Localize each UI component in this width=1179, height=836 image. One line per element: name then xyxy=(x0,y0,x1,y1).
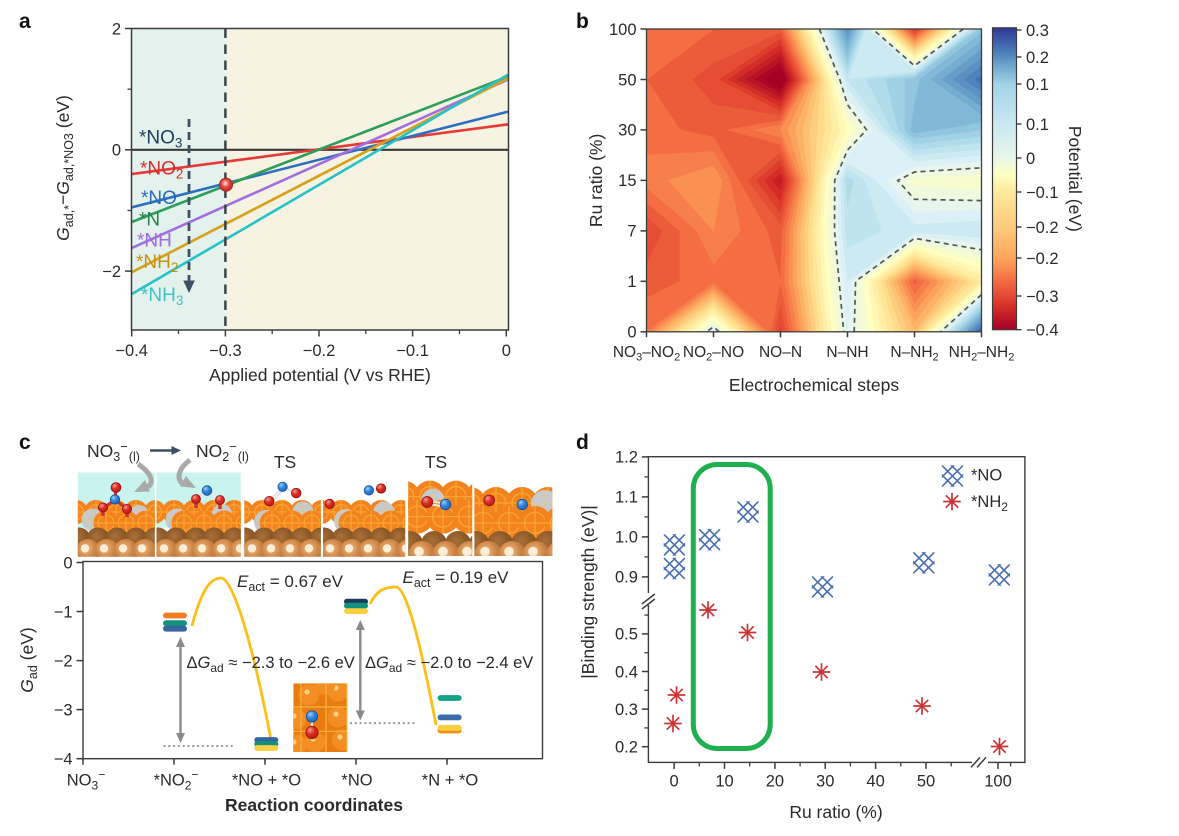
svg-text:Gad,*−Gad,*NO3 (eV): Gad,*−Gad,*NO3 (eV) xyxy=(53,95,76,241)
svg-text:0.2: 0.2 xyxy=(1026,49,1049,67)
svg-text:−0.1: −0.1 xyxy=(1026,184,1059,202)
svg-text:7: 7 xyxy=(627,223,636,241)
svg-text:NO–N: NO–N xyxy=(759,344,802,361)
svg-text:100: 100 xyxy=(609,21,637,39)
svg-text:0: 0 xyxy=(63,554,72,572)
svg-text:0: 0 xyxy=(1026,150,1035,168)
svg-text:NO3–NO2: NO3–NO2 xyxy=(613,344,680,364)
svg-text:1: 1 xyxy=(627,273,636,291)
svg-text:NO2–NO: NO2–NO xyxy=(683,344,744,364)
svg-text:*NH: *NH xyxy=(137,231,172,252)
svg-text:−0.2: −0.2 xyxy=(1026,219,1059,237)
svg-text:Eact = 0.19 eV: Eact = 0.19 eV xyxy=(403,568,510,590)
svg-text:*NO2: *NO2 xyxy=(140,159,183,182)
svg-text:*N + *O: *N + *O xyxy=(422,772,479,790)
svg-text:d: d xyxy=(576,431,589,454)
svg-text:*NO + *O: *NO + *O xyxy=(232,772,301,790)
svg-text:Reaction coordinates: Reaction coordinates xyxy=(225,795,403,815)
svg-text:−0.3: −0.3 xyxy=(209,342,242,360)
svg-text:15: 15 xyxy=(618,172,636,190)
svg-text:0.2: 0.2 xyxy=(615,739,638,757)
svg-text:Ru ratio (%): Ru ratio (%) xyxy=(789,802,882,822)
svg-text:*NO: *NO xyxy=(341,772,372,790)
svg-text:10: 10 xyxy=(715,772,733,790)
svg-text:50: 50 xyxy=(917,772,935,790)
svg-text:|Binding strength (eV)|: |Binding strength (eV)| xyxy=(578,505,598,679)
svg-text:−0.1: −0.1 xyxy=(396,342,429,360)
svg-text:−0.2: −0.2 xyxy=(303,342,336,360)
svg-text:*NO3: *NO3 xyxy=(139,128,182,151)
svg-text:N–NH2: N–NH2 xyxy=(890,344,938,364)
svg-text:*NH3: *NH3 xyxy=(141,285,183,308)
svg-text:20: 20 xyxy=(766,772,784,790)
svg-text:0.3: 0.3 xyxy=(615,701,638,719)
svg-text:40: 40 xyxy=(866,772,884,790)
svg-text:1.2: 1.2 xyxy=(615,449,638,467)
svg-text:−3: −3 xyxy=(54,701,73,719)
svg-text:−0.3: −0.3 xyxy=(1026,288,1059,306)
svg-text:1.0: 1.0 xyxy=(615,529,638,547)
svg-text:Potential (eV): Potential (eV) xyxy=(1065,126,1085,232)
svg-text:0.4: 0.4 xyxy=(615,663,638,681)
svg-text:TS: TS xyxy=(274,452,296,472)
svg-text:*NO2−: *NO2− xyxy=(154,768,199,793)
svg-text:50: 50 xyxy=(618,71,636,89)
svg-text:0: 0 xyxy=(670,772,679,790)
svg-text:Applied potential (V vs RHE): Applied potential (V vs RHE) xyxy=(209,365,431,385)
svg-text:0: 0 xyxy=(112,142,121,160)
svg-text:−2: −2 xyxy=(102,263,121,281)
svg-text:TS: TS xyxy=(425,452,447,472)
svg-text:*NO: *NO xyxy=(971,467,1002,485)
svg-text:b: b xyxy=(576,10,589,33)
svg-text:c: c xyxy=(19,431,31,454)
svg-text:−0.2: −0.2 xyxy=(1026,250,1059,268)
svg-text:0.5: 0.5 xyxy=(615,626,638,644)
svg-text:*NH2: *NH2 xyxy=(136,252,178,275)
svg-text:30: 30 xyxy=(618,122,636,140)
svg-text:ΔGad ≈ −2.0 to −2.4 eV: ΔGad ≈ −2.0 to −2.4 eV xyxy=(365,654,533,675)
svg-text:0: 0 xyxy=(502,342,511,360)
svg-text:0.3: 0.3 xyxy=(1026,22,1049,40)
svg-text:*NO: *NO xyxy=(141,188,177,209)
svg-text:a: a xyxy=(19,10,31,33)
svg-text:0.9: 0.9 xyxy=(615,569,638,587)
svg-text:2: 2 xyxy=(112,20,121,38)
svg-text:ΔGad ≈ −2.3 to −2.6 eV: ΔGad ≈ −2.3 to −2.6 eV xyxy=(187,654,355,675)
svg-text:−2: −2 xyxy=(54,652,73,670)
svg-text:−0.4: −0.4 xyxy=(115,342,148,360)
svg-text:1.1: 1.1 xyxy=(615,489,638,507)
svg-text:Gad (eV): Gad (eV) xyxy=(17,627,40,692)
svg-text:−1: −1 xyxy=(54,603,73,621)
svg-text:−0.4: −0.4 xyxy=(1026,322,1059,340)
svg-text:100: 100 xyxy=(984,772,1012,790)
svg-text:Ru ratio (%): Ru ratio (%) xyxy=(586,134,606,227)
svg-text:NH2–NH2: NH2–NH2 xyxy=(949,344,1015,364)
svg-text:*NH2: *NH2 xyxy=(971,493,1008,514)
svg-text:0.1: 0.1 xyxy=(1026,76,1049,94)
svg-text:Eact = 0.67 eV: Eact = 0.67 eV xyxy=(237,572,344,594)
svg-text:Electrochemical steps: Electrochemical steps xyxy=(729,375,899,395)
svg-text:N–NH: N–NH xyxy=(826,344,868,361)
svg-text:*N: *N xyxy=(139,210,160,231)
svg-text:0: 0 xyxy=(627,324,636,342)
svg-text:0.1: 0.1 xyxy=(1026,116,1049,134)
svg-text:−4: −4 xyxy=(54,751,73,769)
svg-text:30: 30 xyxy=(816,772,834,790)
